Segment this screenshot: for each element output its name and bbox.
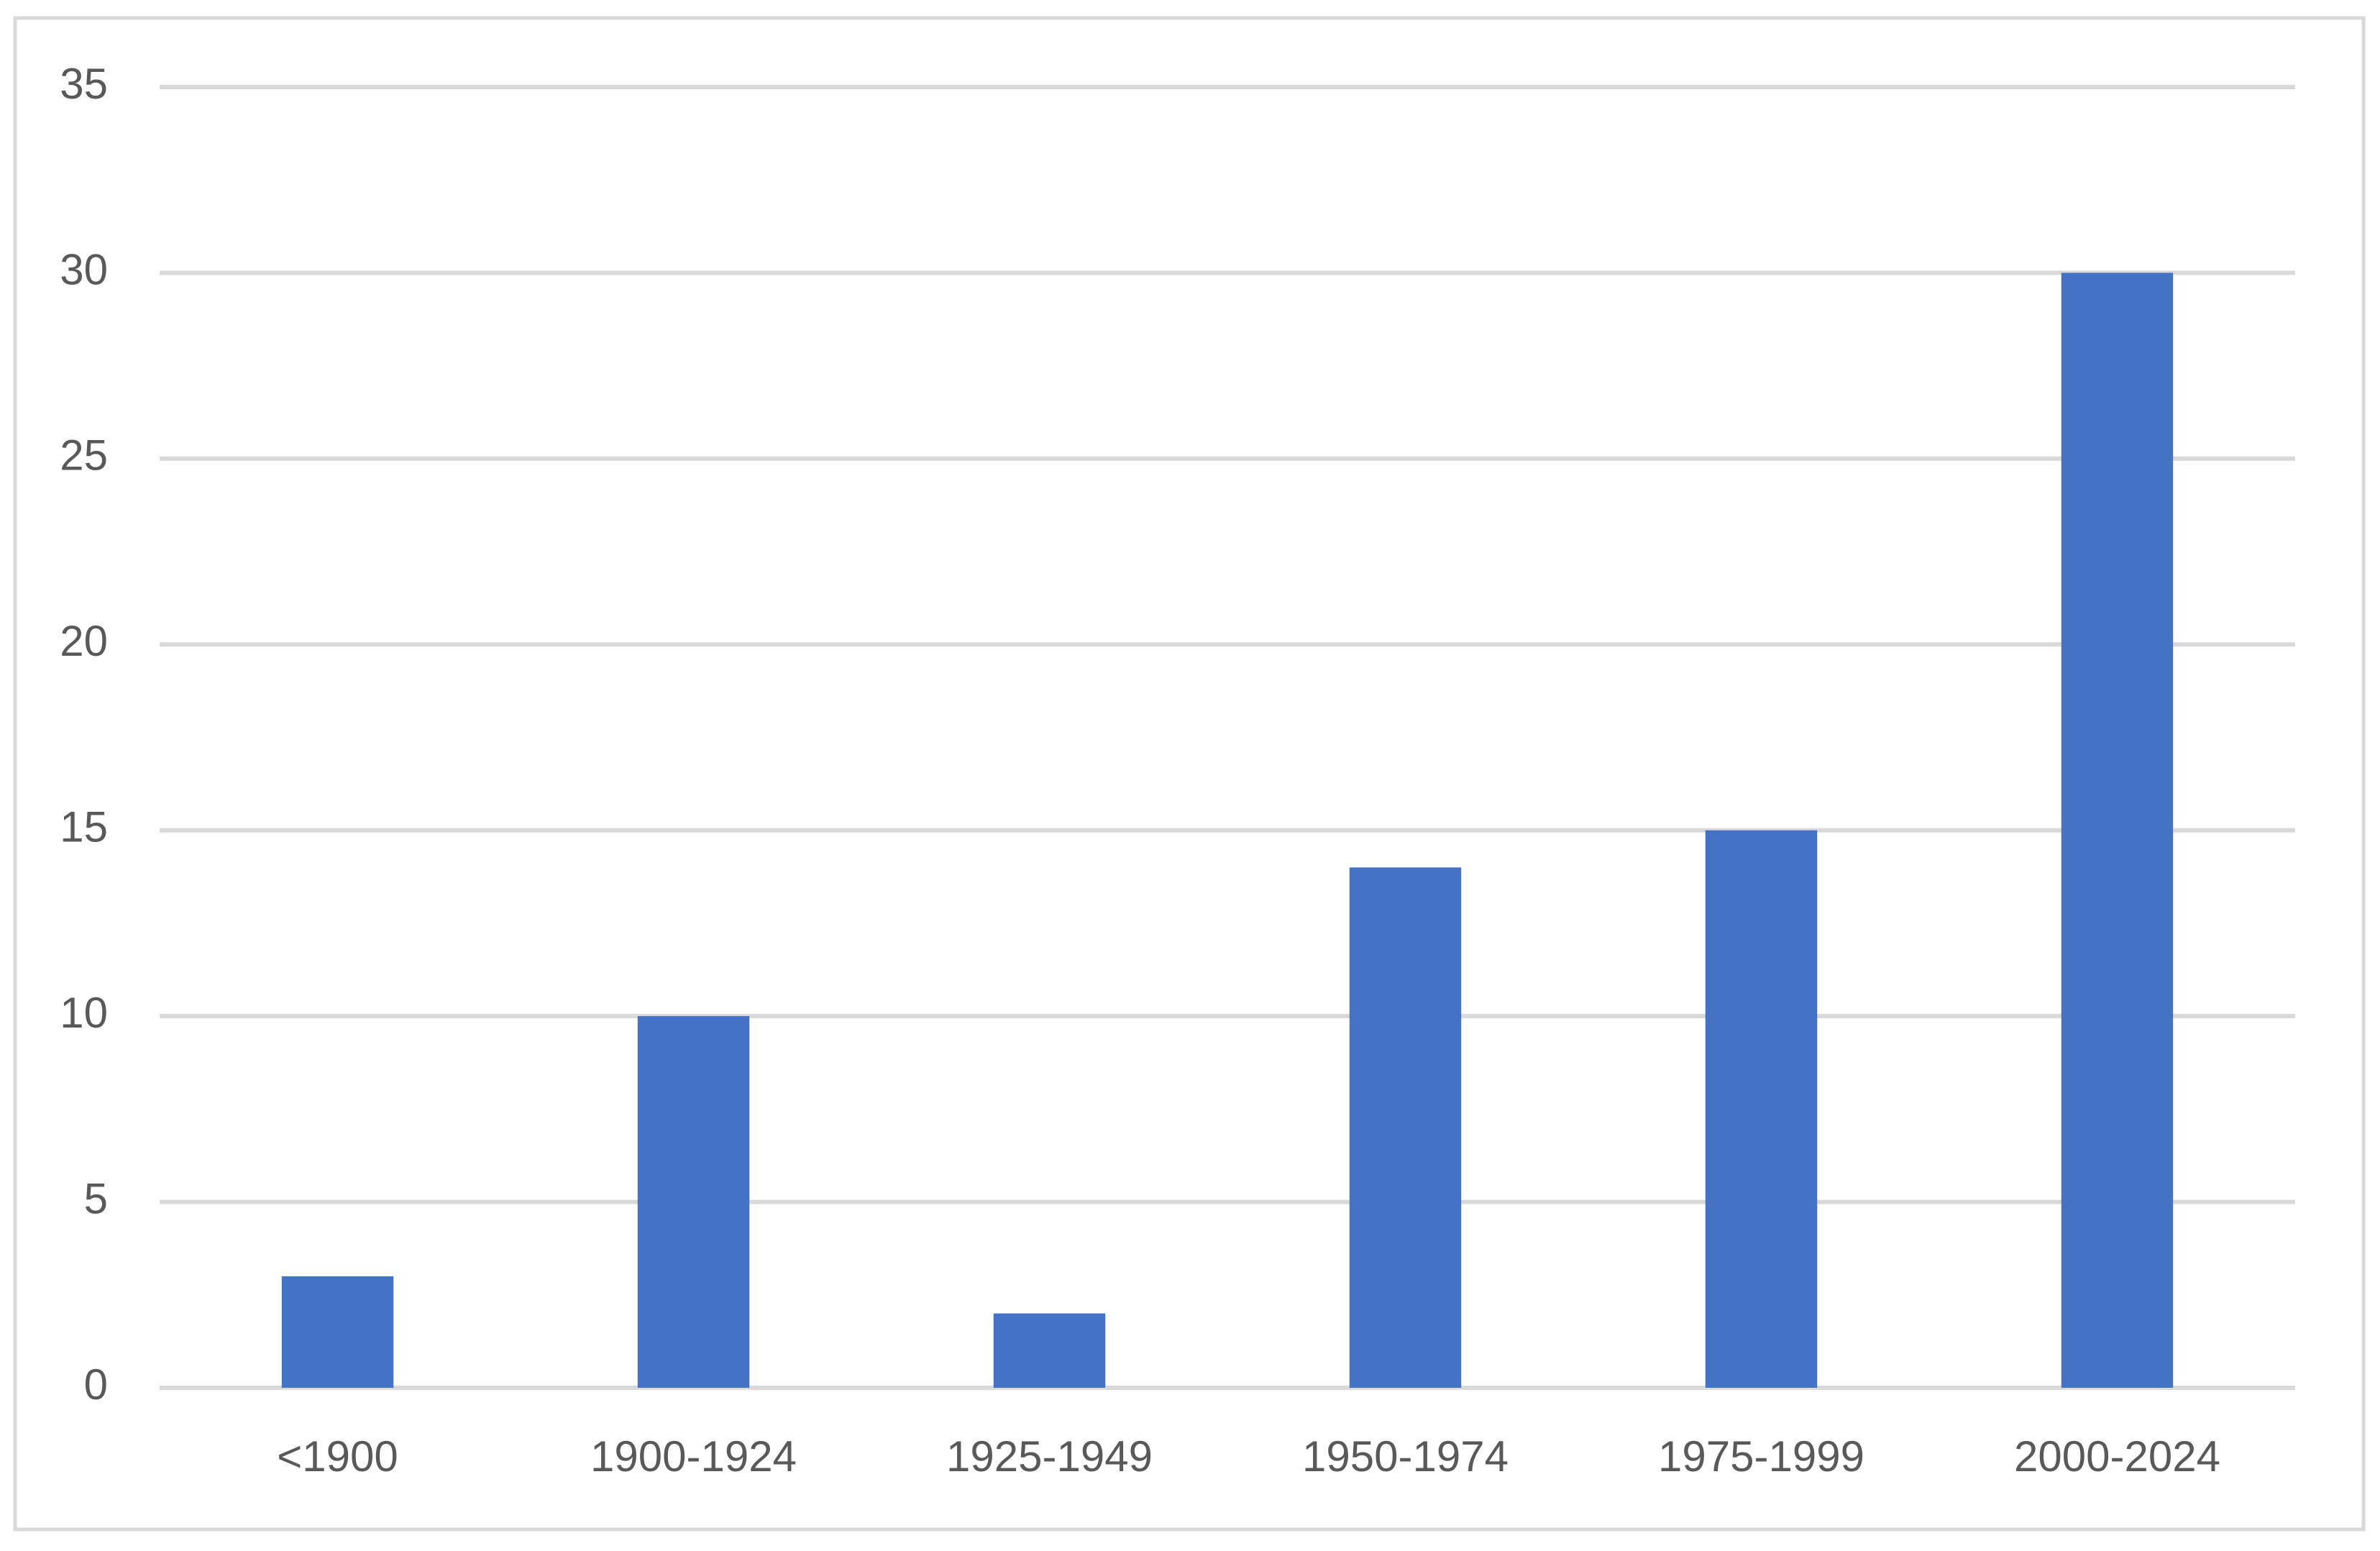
bar xyxy=(993,1313,1106,1388)
y-tick-label: 15 xyxy=(60,803,108,851)
y-tick-label: 5 xyxy=(84,1174,108,1222)
y-tick-label: 25 xyxy=(60,431,108,480)
bar xyxy=(1705,830,1818,1388)
x-tick-label: 1950-1974 xyxy=(1302,1432,1509,1481)
x-tick-label: 1975-1999 xyxy=(1658,1432,1864,1481)
y-tick-label: 30 xyxy=(60,245,108,293)
bar xyxy=(281,1276,394,1388)
x-tick-label: 2000-2024 xyxy=(2014,1432,2220,1481)
bar xyxy=(637,1016,750,1388)
x-tick-label: 1925-1949 xyxy=(946,1432,1153,1481)
bar xyxy=(1349,867,1462,1388)
x-tick-label: 1900-1924 xyxy=(590,1432,797,1481)
bar xyxy=(2061,273,2174,1388)
chart-border xyxy=(13,16,2366,1532)
x-tick-label: <1900 xyxy=(277,1432,398,1481)
y-tick-label: 35 xyxy=(60,60,108,108)
y-tick-label: 10 xyxy=(60,989,108,1037)
y-tick-label: 20 xyxy=(60,617,108,665)
y-tick-label: 0 xyxy=(84,1360,108,1409)
